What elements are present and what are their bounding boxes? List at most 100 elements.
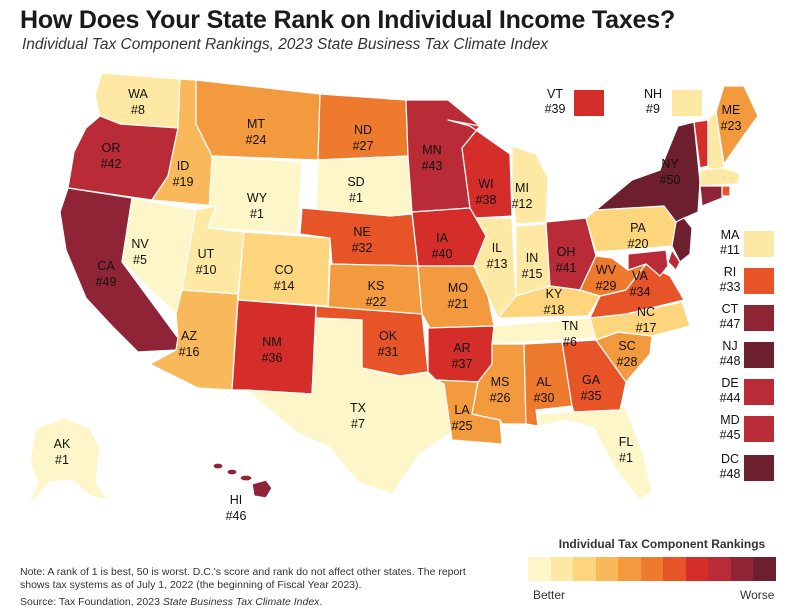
legend-ri: RI #33 <box>719 265 741 294</box>
callout-vt: VT #39 <box>540 87 570 117</box>
legend-worse-label: Worse <box>740 588 775 602</box>
state-label-co-rank: #14 <box>274 279 295 293</box>
state-label-nv-abbr: NV <box>131 237 149 251</box>
state-label-ok-abbr: OK <box>379 329 398 343</box>
legend-dc-swatch <box>744 455 774 481</box>
state-label-nd-rank: #27 <box>353 139 374 153</box>
legend-scale-swatch <box>573 557 596 581</box>
state-label-il-abbr: IL <box>492 241 502 255</box>
legend-ct: CT #47 <box>719 302 741 331</box>
state-MA[interactable] <box>699 167 741 187</box>
state-label-ky-rank: #18 <box>544 303 565 317</box>
state-label-ga-rank: #35 <box>581 389 602 403</box>
state-label-wv-rank: #29 <box>596 279 617 293</box>
legend-dc: DC #48 <box>719 452 741 481</box>
state-label-pa-abbr: PA <box>630 221 646 235</box>
state-NY[interactable] <box>595 121 701 223</box>
state-NJ[interactable] <box>671 217 693 263</box>
state-label-ak-abbr: AK <box>54 437 71 451</box>
legend-title: Individual Tax Component Rankings <box>558 537 766 551</box>
state-label-wy-rank: #1 <box>250 207 264 221</box>
state-label-ne-rank: #32 <box>352 241 373 255</box>
state-FL[interactable] <box>537 403 653 501</box>
state-TX[interactable] <box>245 317 453 495</box>
state-label-ms-abbr: MS <box>491 375 510 389</box>
state-HI[interactable] <box>212 462 273 499</box>
state-label-va-rank: #34 <box>630 285 651 299</box>
state-label-oh-rank: #41 <box>556 261 577 275</box>
state-label-ca-abbr: CA <box>97 259 115 273</box>
footnote: Note: A rank of 1 is best, 50 is worst. … <box>20 566 466 591</box>
state-label-mn-rank: #43 <box>422 159 443 173</box>
state-label-ks-rank: #22 <box>366 295 387 309</box>
state-RI[interactable] <box>721 185 731 197</box>
state-label-co-abbr: CO <box>275 263 294 277</box>
legend-de-swatch <box>744 379 774 405</box>
state-label-ia-abbr: IA <box>436 231 448 245</box>
state-label-tn-rank: #6 <box>563 335 577 349</box>
state-label-az-abbr: AZ <box>181 329 197 343</box>
legend-scale-swatch <box>730 557 754 581</box>
legend-scale-swatch <box>618 557 641 581</box>
callout-vt-rank: #39 <box>544 102 566 116</box>
state-label-nm-rank: #36 <box>262 351 283 365</box>
state-label-nv-rank: #5 <box>133 253 147 267</box>
state-label-ne-abbr: NE <box>353 225 370 239</box>
state-label-ia-rank: #40 <box>432 247 453 261</box>
state-label-or-rank: #42 <box>101 157 122 171</box>
legend-scale-swatch <box>550 557 574 581</box>
state-label-al-rank: #30 <box>534 391 555 405</box>
state-label-fl-abbr: FL <box>619 435 634 449</box>
state-label-ms-rank: #26 <box>490 391 511 405</box>
state-label-sc-abbr: SC <box>618 339 635 353</box>
state-ME[interactable] <box>715 85 759 165</box>
state-label-tx-abbr: TX <box>350 401 367 415</box>
state-label-sd-abbr: SD <box>347 175 364 189</box>
map-subtitle: Individual Tax Component Rankings, 2023 … <box>22 36 549 53</box>
state-label-ak-rank: #1 <box>55 453 69 467</box>
state-label-mt-abbr: MT <box>247 117 265 131</box>
state-WY[interactable] <box>207 155 303 235</box>
legend-md-swatch <box>744 416 774 442</box>
state-label-wa-abbr: WA <box>128 87 148 101</box>
legend-md: MD #45 <box>719 413 741 442</box>
state-label-tn-abbr: TN <box>562 319 579 333</box>
legend-scale-swatch <box>753 557 777 581</box>
callout-vt-abbr: VT <box>547 87 563 101</box>
state-label-ky-abbr: KY <box>546 287 563 301</box>
legend-scale-swatch <box>640 557 664 581</box>
state-label-ga-abbr: GA <box>582 373 601 387</box>
state-label-al-abbr: AL <box>536 375 551 389</box>
legend-de: DE #44 <box>719 376 741 405</box>
state-label-az-rank: #16 <box>179 345 200 359</box>
legend-nj-swatch <box>744 342 774 368</box>
legend-ri-swatch <box>744 268 774 294</box>
callout-nh-swatch <box>672 90 702 116</box>
state-label-ok-rank: #31 <box>378 345 399 359</box>
state-CT[interactable] <box>699 185 723 207</box>
callout-vt-swatch <box>574 90 604 116</box>
state-label-wy-abbr: WY <box>247 191 268 205</box>
state-AK[interactable] <box>27 417 109 507</box>
source-line: Source: Tax Foundation, 2023 State Busin… <box>20 596 323 608</box>
state-label-nc-rank: #17 <box>636 321 657 335</box>
state-MT[interactable] <box>195 79 321 161</box>
state-label-in-rank: #15 <box>522 267 543 281</box>
legend-scale-swatch <box>663 557 686 581</box>
legend-nj: NJ #48 <box>719 339 741 368</box>
callout-nh: NH #9 <box>638 87 668 117</box>
state-label-ks-abbr: KS <box>368 279 385 293</box>
state-label-ny-abbr: NY <box>661 157 679 171</box>
state-label-mn-abbr: MN <box>422 143 441 157</box>
state-label-mi-rank: #12 <box>512 197 533 211</box>
state-label-pa-rank: #20 <box>628 237 649 251</box>
state-label-ut-rank: #10 <box>196 263 217 277</box>
state-label-va-abbr: VA <box>632 269 648 283</box>
state-IL[interactable] <box>473 217 517 319</box>
state-MD[interactable] <box>627 249 669 277</box>
legend-scale-swatch <box>595 557 619 581</box>
state-DE[interactable] <box>667 249 681 271</box>
callout-nh-rank: #9 <box>646 102 660 116</box>
state-label-la-abbr: LA <box>454 403 470 417</box>
